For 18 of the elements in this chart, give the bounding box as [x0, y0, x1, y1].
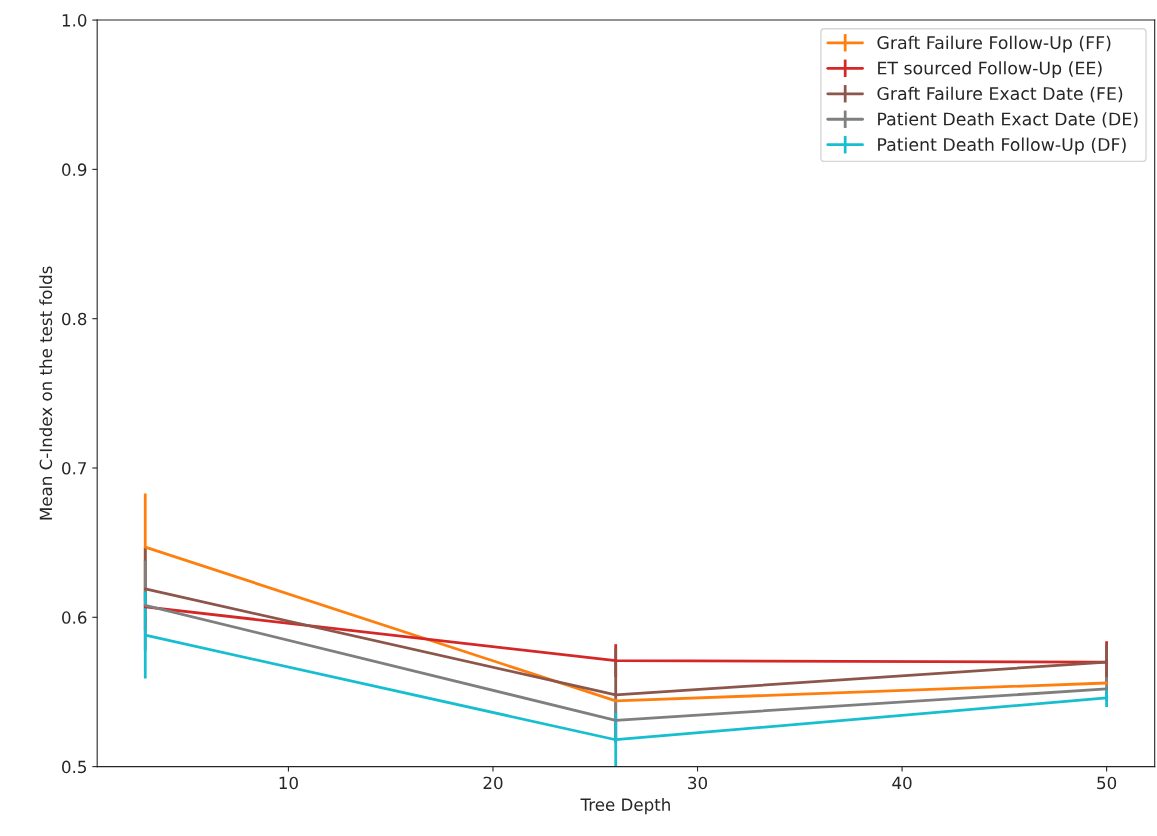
legend-label: Graft Failure Follow-Up (FF): [877, 35, 1111, 53]
y-tick-label: 0.8: [62, 312, 87, 326]
x-tick-label: 50: [1097, 776, 1117, 790]
y-tick-label: 0.9: [62, 163, 87, 176]
x-tick-label: 30: [688, 776, 708, 790]
legend-label: ET sourced Follow-Up (EE): [878, 61, 1102, 78]
y-tick-label: 0.6: [62, 611, 87, 624]
y-tick-label: 0.7: [62, 461, 87, 475]
y-axis-title: Mean C-Index on the test folds: [39, 266, 53, 520]
y-tick-label: 0.5: [62, 760, 87, 774]
x-tick-label: 20: [483, 776, 503, 790]
x-tick-label: 40: [892, 776, 912, 790]
y-tick-label: 1.0: [62, 14, 87, 27]
legend-label: Patient Death Exact Date (DE): [878, 112, 1138, 128]
legend-label: Graft Failure Exact Date (FE): [877, 86, 1123, 103]
x-tick-label: 10: [279, 776, 298, 790]
legend-label: Patient Death Follow-Up (DF): [878, 137, 1126, 155]
x-axis-title: Tree Depth: [580, 798, 670, 815]
